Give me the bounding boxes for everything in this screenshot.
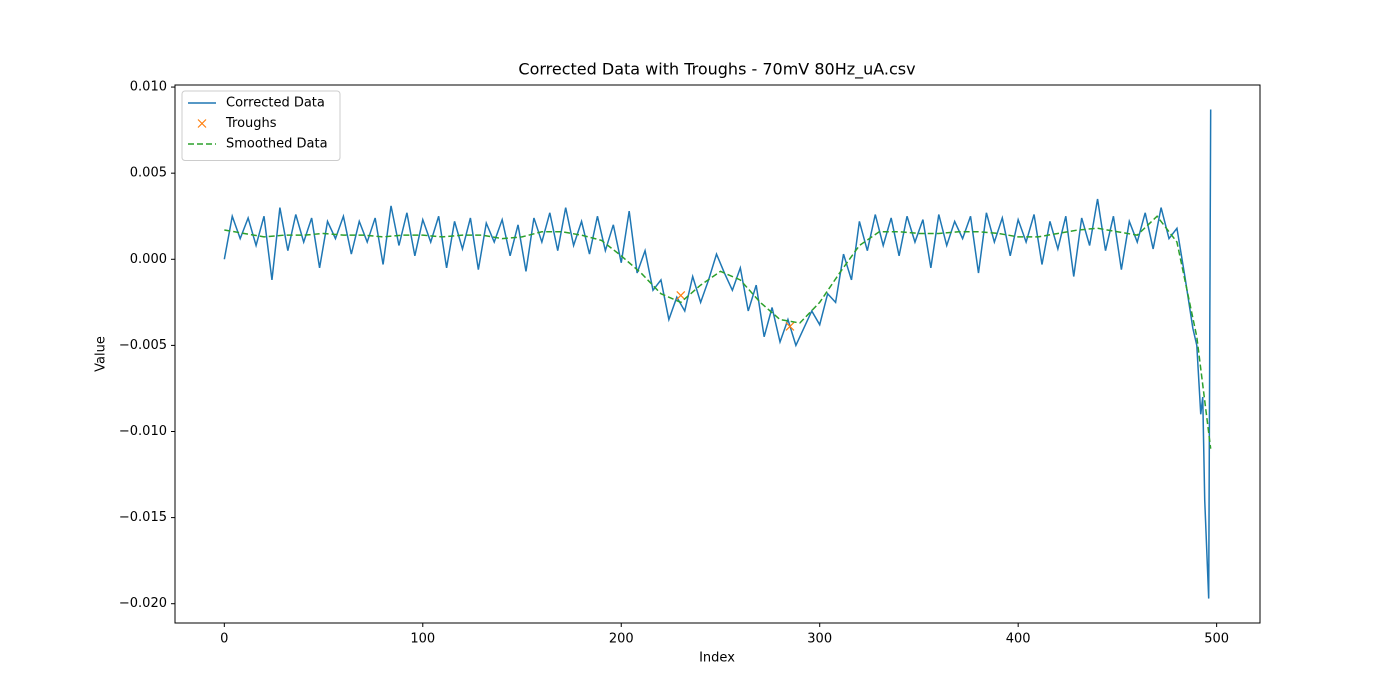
- legend-box: [181, 90, 341, 161]
- chart-title: Corrected Data with Troughs - 70mV 80Hz_…: [518, 60, 915, 80]
- x-axis-label: Index: [699, 651, 735, 666]
- series-line: [223, 109, 1212, 599]
- x-tick-label: 200: [609, 632, 634, 647]
- axes-frame: [174, 84, 1261, 624]
- y-tick-label: 0.000: [130, 252, 167, 267]
- y-tick-label: −0.010: [119, 424, 167, 439]
- x-tick-label: 300: [807, 632, 832, 647]
- marker: [676, 291, 686, 300]
- legend-label: Smoothed Data: [226, 137, 328, 152]
- x-tick-label: 400: [1006, 632, 1031, 647]
- legend-label: Troughs: [225, 116, 277, 131]
- x-tick-label: 0: [220, 632, 228, 647]
- series-line: [224, 215, 1212, 449]
- x-tick-label: 500: [1204, 632, 1229, 647]
- y-tick-label: −0.020: [119, 596, 167, 611]
- legend-label: Corrected Data: [226, 96, 325, 111]
- y-tick-label: 0.005: [130, 166, 167, 181]
- y-tick-label: −0.015: [119, 510, 167, 525]
- y-tick-label: −0.005: [119, 338, 167, 353]
- marker: [197, 119, 207, 128]
- plot-area: [223, 109, 1212, 599]
- x-tick-label: 100: [410, 632, 435, 647]
- y-tick-label: 0.010: [130, 80, 167, 95]
- marker: [785, 322, 795, 331]
- y-axis-label: Value: [94, 336, 109, 372]
